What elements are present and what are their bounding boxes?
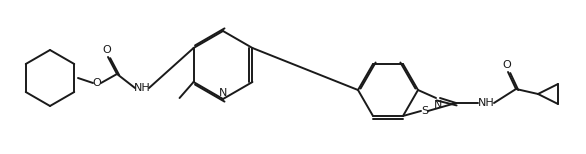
Text: NH: NH <box>478 98 495 108</box>
Text: N: N <box>219 88 227 98</box>
Text: O: O <box>93 78 101 88</box>
Text: N: N <box>434 100 442 110</box>
Text: NH: NH <box>134 83 151 93</box>
Text: O: O <box>503 60 512 70</box>
Text: S: S <box>421 106 428 116</box>
Text: O: O <box>103 45 111 55</box>
